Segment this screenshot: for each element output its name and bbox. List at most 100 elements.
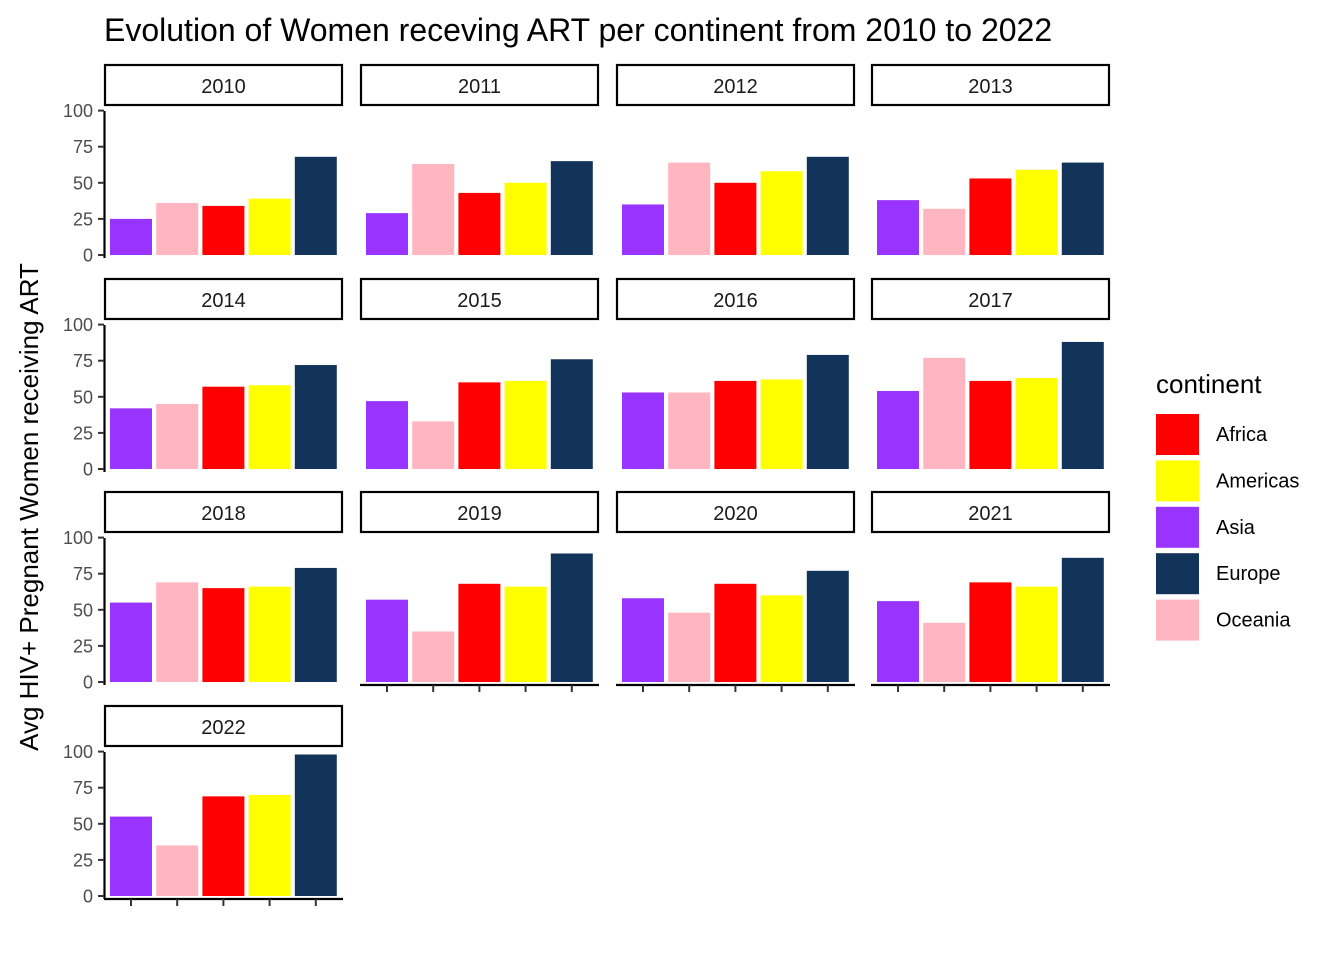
facet-strip-label: 2017 <box>968 290 1013 312</box>
bar-europe-2017 <box>1061 341 1104 469</box>
legend-label: Asia <box>1216 517 1256 539</box>
legend-swatch <box>1156 599 1199 641</box>
facet-panel-2018: 2018 0 25 50 75 100 <box>63 490 344 693</box>
bar-americas-2012 <box>760 171 803 255</box>
bar-africa-2021 <box>969 582 1012 682</box>
bar-europe-2012 <box>806 156 849 255</box>
facet-panel-2011: 2011 <box>359 63 600 255</box>
bar-oceania-2017 <box>923 357 966 469</box>
bar-europe-2015 <box>550 359 593 469</box>
bar-africa-2012 <box>714 182 757 255</box>
legend-item-africa: Africa <box>1156 414 1268 455</box>
y-tick-label: 25 <box>73 850 93 870</box>
facet-strip <box>615 277 856 321</box>
y-tick-label: 75 <box>73 137 93 157</box>
facet-panel-2022: 2022 0 25 50 75 100 <box>63 704 344 907</box>
bar-africa-2016 <box>714 380 757 469</box>
bar-europe-2010 <box>294 156 337 255</box>
facet-strip <box>870 63 1111 107</box>
facet-strip-label: 2021 <box>968 503 1013 525</box>
legend-label: Americas <box>1216 470 1299 492</box>
bar-oceania-2022 <box>156 845 199 896</box>
y-tick-label: 0 <box>83 246 93 266</box>
legend-item-europe: Europe <box>1156 553 1281 595</box>
bar-asia-2015 <box>366 401 408 469</box>
facet-panel-2019: 2019 <box>359 490 600 692</box>
facet-strip <box>359 490 600 534</box>
facet-strip-label: 2014 <box>201 290 246 312</box>
bar-asia-2022 <box>110 816 152 896</box>
y-tick-label: 75 <box>73 778 93 798</box>
legend: continent Africa Americas Asia Europe Oceani… <box>1156 369 1299 641</box>
facet-strip-label: 2020 <box>713 503 758 525</box>
facet-strip <box>359 277 600 321</box>
bar-oceania-2020 <box>668 612 711 682</box>
bar-europe-2020 <box>806 570 849 682</box>
y-tick-label: 0 <box>83 887 93 907</box>
y-tick-label: 100 <box>63 101 93 121</box>
facet-panel-2015: 2015 <box>359 277 600 469</box>
y-tick-label: 0 <box>83 673 93 693</box>
legend-item-asia: Asia <box>1156 506 1256 548</box>
bar-asia-2010 <box>110 218 152 255</box>
facet-strip-label: 2016 <box>713 290 758 312</box>
bar-asia-2014 <box>110 408 152 469</box>
bar-europe-2021 <box>1061 557 1104 682</box>
y-tick-label: 25 <box>73 636 93 656</box>
y-tick-label: 25 <box>73 423 93 443</box>
bar-americas-2022 <box>248 794 291 896</box>
facet-panel-2012: 2012 <box>615 63 856 255</box>
bar-oceania-2016 <box>668 392 711 469</box>
facet-panel-2016: 2016 <box>615 277 856 469</box>
bar-americas-2020 <box>760 595 803 682</box>
bar-africa-2015 <box>458 382 501 469</box>
legend-label: Oceania <box>1216 610 1291 632</box>
facet-panel-2010: 2010 0 25 50 75 100 <box>63 63 344 266</box>
facet-strip <box>615 490 856 534</box>
y-tick-label: 75 <box>73 564 93 584</box>
bar-africa-2022 <box>202 796 245 896</box>
bar-americas-2015 <box>504 380 547 469</box>
bar-asia-2012 <box>622 204 664 255</box>
legend-label: Europe <box>1216 563 1281 585</box>
chart-title: Evolution of Women receving ART per cont… <box>104 12 1052 48</box>
facet-panel-2014: 2014 0 25 50 75 100 <box>63 277 344 480</box>
bar-africa-2018 <box>202 588 245 682</box>
bar-americas-2021 <box>1015 586 1058 682</box>
facet-strip-label: 2013 <box>968 76 1013 98</box>
bar-americas-2018 <box>248 586 291 682</box>
bar-asia-2021 <box>877 601 919 682</box>
bar-europe-2013 <box>1061 162 1104 255</box>
bar-africa-2011 <box>458 192 501 255</box>
legend-items: Africa Americas Asia Europe Oceania <box>1156 414 1299 641</box>
bar-oceania-2010 <box>156 203 199 255</box>
facet-panel-2020: 2020 <box>615 490 856 692</box>
bar-africa-2019 <box>458 583 501 682</box>
facet-strip-label: 2018 <box>201 503 246 525</box>
y-tick-label: 50 <box>73 173 93 193</box>
facet-panel-2021: 2021 <box>870 490 1111 692</box>
bar-europe-2011 <box>550 161 593 255</box>
bar-oceania-2011 <box>412 164 455 255</box>
bar-americas-2010 <box>248 198 291 255</box>
legend-swatch <box>1156 553 1199 595</box>
bar-asia-2017 <box>877 391 919 469</box>
facet-strip-label: 2015 <box>457 290 502 312</box>
legend-swatch <box>1156 414 1199 455</box>
bar-americas-2014 <box>248 385 291 469</box>
y-tick-label: 100 <box>63 315 93 335</box>
bar-americas-2017 <box>1015 378 1058 469</box>
facet-panel-2017: 2017 <box>870 277 1111 469</box>
legend-label: Africa <box>1216 424 1268 446</box>
legend-title: continent <box>1156 369 1262 399</box>
bar-oceania-2019 <box>412 631 455 682</box>
bar-europe-2014 <box>294 365 337 469</box>
bar-oceania-2018 <box>156 582 199 682</box>
bar-asia-2013 <box>877 200 919 255</box>
facet-strip <box>103 490 344 534</box>
facet-strip <box>103 277 344 321</box>
bar-africa-2010 <box>202 205 245 255</box>
facet-panel-2013: 2013 <box>870 63 1111 255</box>
bar-asia-2016 <box>622 392 664 469</box>
